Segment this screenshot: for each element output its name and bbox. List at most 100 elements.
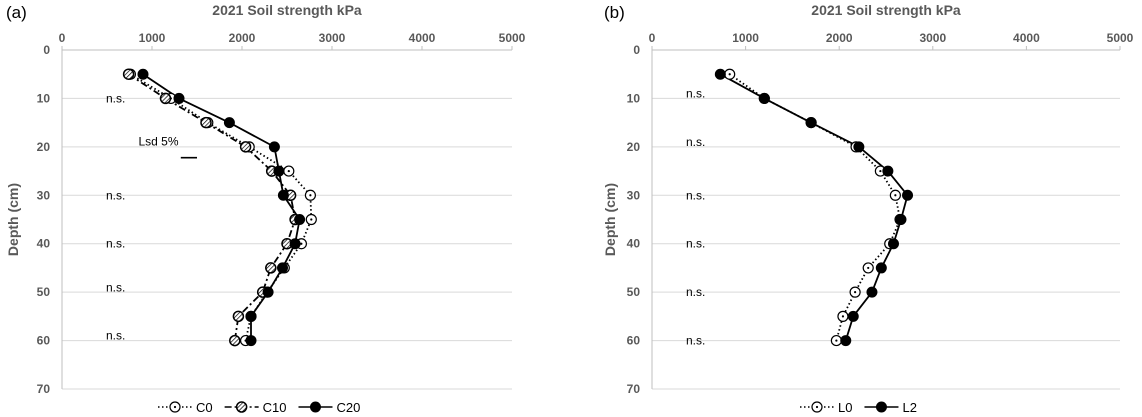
x-tick-label: 3000 xyxy=(319,31,346,45)
data-point-L0-center xyxy=(894,194,897,197)
significance-label: n.s. xyxy=(106,237,125,251)
y-tick-label: 60 xyxy=(37,334,51,348)
x-tick-label: 1000 xyxy=(139,31,166,45)
data-point-C10 xyxy=(239,141,252,153)
series-line-L0 xyxy=(729,73,901,341)
legend-marker-C0-center xyxy=(173,405,177,409)
data-point-C20 xyxy=(268,141,280,153)
y-tick-label: 20 xyxy=(627,140,641,154)
data-point-C10 xyxy=(232,310,245,323)
data-point-C10 xyxy=(122,68,135,80)
data-point-C20 xyxy=(277,189,289,201)
data-point-C0-center xyxy=(300,242,303,245)
chart-title: 2021 Soil strength kPa xyxy=(811,2,961,18)
significance-label: n.s. xyxy=(686,188,705,202)
significance-label: n.s. xyxy=(686,334,705,348)
data-point-L2 xyxy=(758,92,770,104)
data-point-C20 xyxy=(289,238,301,250)
significance-label: n.s. xyxy=(686,237,705,251)
legend-label: L0 xyxy=(838,400,852,415)
data-point-L2 xyxy=(866,286,878,298)
legend-label: C10 xyxy=(263,400,287,415)
significance-label: n.s. xyxy=(106,329,125,343)
data-point-L0-center xyxy=(879,169,882,173)
data-point-C20 xyxy=(173,92,185,104)
lsd-label: Lsd 5% xyxy=(139,135,179,149)
legend-marker-L2 xyxy=(875,401,887,413)
data-point-L2 xyxy=(887,238,899,250)
y-axis-label: Depth (cm) xyxy=(5,183,21,256)
series-line-C10 xyxy=(128,73,297,341)
x-tick-label: 5000 xyxy=(1107,31,1134,45)
data-point-C20 xyxy=(245,310,257,322)
data-point-L2 xyxy=(882,165,894,177)
panel-label: (b) xyxy=(604,3,625,22)
data-point-C0-center xyxy=(310,218,313,221)
significance-label: n.s. xyxy=(106,188,125,202)
y-tick-label: 0 xyxy=(43,43,50,57)
y-tick-label: 70 xyxy=(627,382,641,396)
series-line-C0 xyxy=(129,73,313,341)
legend-marker-C20 xyxy=(309,401,321,413)
x-tick-label: 0 xyxy=(59,31,66,45)
data-point-L2 xyxy=(714,68,726,80)
chart-title: 2021 Soil strength kPa xyxy=(212,2,362,18)
data-point-C20 xyxy=(245,335,257,347)
x-tick-label: 2000 xyxy=(826,31,853,45)
y-axis-label: Depth (cm) xyxy=(602,183,618,256)
data-point-C20 xyxy=(273,165,285,177)
data-point-L0-center xyxy=(867,266,870,270)
y-tick-label: 10 xyxy=(37,91,51,105)
data-point-L2 xyxy=(805,117,817,129)
significance-label: n.s. xyxy=(106,280,125,294)
data-point-L2 xyxy=(853,141,865,153)
y-tick-label: 10 xyxy=(627,91,641,105)
data-point-C20 xyxy=(294,214,306,225)
data-point-L0-center xyxy=(728,73,731,76)
x-tick-label: 0 xyxy=(649,31,656,45)
x-tick-label: 4000 xyxy=(409,31,436,45)
x-tick-label: 1000 xyxy=(732,31,759,45)
data-point-L0-center xyxy=(854,291,857,294)
data-point-L2 xyxy=(902,189,914,201)
data-point-C20 xyxy=(223,117,235,129)
data-point-C0-center xyxy=(287,169,290,173)
data-point-L2 xyxy=(840,335,852,347)
data-point-C20 xyxy=(262,286,274,298)
x-tick-label: 5000 xyxy=(499,31,526,45)
data-point-C20 xyxy=(137,68,149,80)
y-tick-label: 30 xyxy=(627,188,641,202)
x-tick-label: 4000 xyxy=(1013,31,1040,45)
data-point-C10 xyxy=(229,334,241,347)
y-tick-label: 60 xyxy=(627,334,641,348)
data-point-L0-center xyxy=(841,315,845,318)
data-point-L2 xyxy=(875,262,887,274)
data-point-C0-center xyxy=(309,194,312,197)
data-point-C20 xyxy=(277,262,288,274)
panel-label: (a) xyxy=(6,3,27,22)
y-tick-label: 40 xyxy=(627,237,641,251)
y-tick-label: 70 xyxy=(37,382,51,396)
legend-marker-L0-center xyxy=(815,405,819,409)
significance-label: n.s. xyxy=(106,91,125,105)
y-tick-label: 50 xyxy=(627,285,641,299)
legend-marker-C10 xyxy=(235,401,248,413)
y-tick-label: 40 xyxy=(37,237,51,251)
data-point-L2 xyxy=(895,214,907,225)
y-tick-label: 30 xyxy=(37,188,51,202)
data-point-C10 xyxy=(159,92,172,105)
legend-label: C20 xyxy=(336,400,360,415)
data-point-C10 xyxy=(265,262,277,274)
legend-label: C0 xyxy=(196,400,213,415)
data-point-L0-center xyxy=(835,339,838,342)
significance-label: n.s. xyxy=(686,135,705,149)
legend-label: L2 xyxy=(902,400,916,415)
series-line-L2 xyxy=(719,73,909,341)
significance-label: n.s. xyxy=(686,87,705,101)
data-point-L2 xyxy=(847,310,859,322)
data-point-C10 xyxy=(200,116,212,129)
y-tick-label: 50 xyxy=(37,285,51,299)
x-tick-label: 2000 xyxy=(229,31,256,45)
x-tick-label: 3000 xyxy=(919,31,946,45)
